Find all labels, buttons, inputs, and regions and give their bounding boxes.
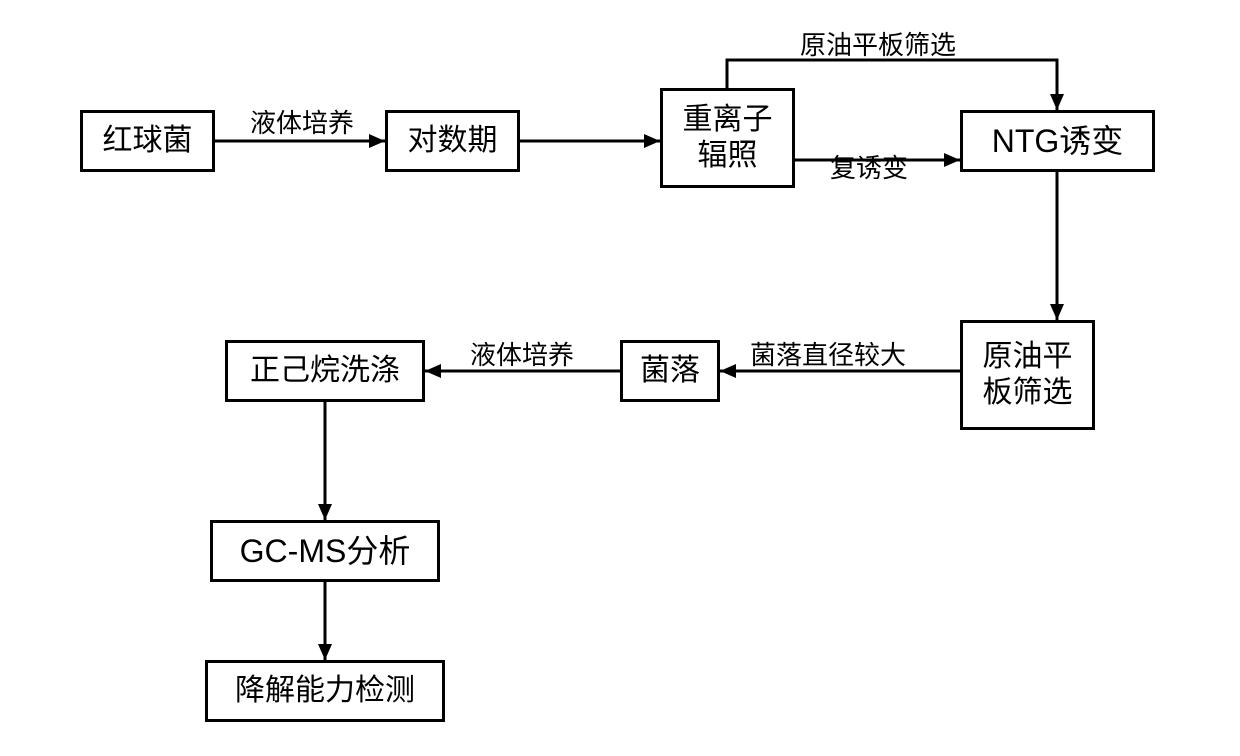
node-gcms-analysis: GC-MS分析	[210, 520, 440, 582]
node-crude-oil-screen: 原油平 板筛选	[960, 320, 1095, 430]
edge-label-liquid-culture-2: 液体培养	[470, 335, 574, 372]
node-degradation-test: 降解能力检测	[205, 660, 445, 722]
node-colony: 菌落	[620, 340, 720, 402]
node-heavy-ion: 重离子 辐照	[660, 88, 795, 188]
edge-label-liquid-culture-1: 液体培养	[250, 103, 354, 140]
node-rhodococcus: 红球菌	[80, 110, 215, 172]
node-ntg-mutagenesis: NTG诱变	[960, 110, 1155, 172]
edge-label-re-mutagenesis: 复诱变	[830, 148, 908, 185]
edge-label-large-colony: 菌落直径较大	[750, 335, 906, 372]
node-hexane-wash: 正己烷洗涤	[225, 340, 425, 402]
node-log-phase: 对数期	[385, 110, 520, 172]
edge-label-oil-plate-screen: 原油平板筛选	[800, 25, 956, 62]
